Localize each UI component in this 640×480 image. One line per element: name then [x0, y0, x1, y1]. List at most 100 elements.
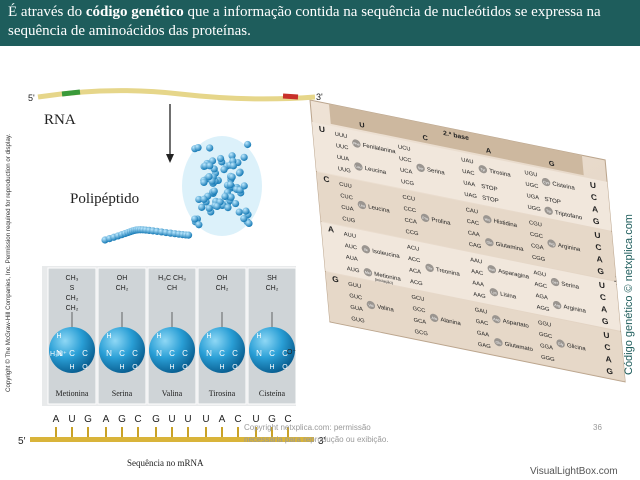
- bead: [245, 219, 253, 228]
- abbr: Ser: [418, 166, 425, 171]
- codon: GCC: [412, 306, 425, 314]
- codon: CAG: [469, 242, 483, 250]
- codon: CGC: [530, 232, 543, 240]
- atom: C: [269, 349, 275, 358]
- codon: GAG: [478, 342, 492, 350]
- abbr: Cys: [543, 180, 550, 185]
- codon-letter: C: [284, 414, 291, 425]
- bead: [228, 152, 236, 160]
- codon: UAA: [463, 180, 476, 188]
- atom: H: [256, 333, 261, 340]
- codon: ACU: [407, 244, 420, 252]
- abbr: Arg: [549, 242, 555, 247]
- mrna-three: 3′: [318, 436, 326, 447]
- abbr: Asn: [489, 267, 496, 272]
- arrow-head: [166, 154, 174, 163]
- abbr-badge: [485, 238, 494, 247]
- third-base: U: [589, 180, 596, 191]
- atom: H: [156, 333, 161, 340]
- codon: UCA: [400, 167, 413, 175]
- amino-acid-name: Tirosina: [209, 389, 236, 398]
- codon-letter: C: [134, 414, 141, 425]
- bead: [213, 202, 221, 211]
- codon-letter: A: [53, 414, 60, 425]
- amino-acid: Glutamato: [505, 342, 534, 354]
- atom: N: [206, 349, 212, 358]
- bead: [200, 178, 208, 187]
- copyright: Copyright © The McGraw-Hill Companies, I…: [5, 134, 12, 392]
- side-chain: CH₂: [66, 305, 79, 312]
- codon: CCU: [402, 194, 415, 202]
- abbr: Leu: [359, 203, 365, 208]
- abbr: Trp: [546, 209, 552, 214]
- bead: [200, 195, 208, 203]
- abbr-badge: [363, 268, 373, 277]
- codon: GAA: [477, 330, 490, 338]
- atom: C: [69, 349, 75, 358]
- abbr: Met: [365, 270, 371, 275]
- abbr: Ala: [431, 316, 438, 321]
- abbr: Leu: [355, 165, 361, 170]
- side-chain: CH₂: [66, 295, 79, 302]
- atom: H: [206, 333, 211, 340]
- atom: O: [132, 364, 138, 371]
- atom: N: [56, 349, 62, 358]
- header-text: que a informação contida na sequência de…: [8, 4, 601, 39]
- codon: AGG: [536, 305, 550, 313]
- bead: [240, 215, 248, 223]
- amino-acid: Valina: [377, 304, 395, 313]
- side-chain: CH₃: [66, 275, 79, 282]
- codon: CUU: [339, 182, 352, 190]
- codon: AGA: [535, 293, 548, 301]
- amino-acid: Treonina: [436, 267, 461, 278]
- atom: C: [132, 349, 138, 358]
- header-bold: código genético: [85, 4, 184, 20]
- amino-acid: Prolina: [431, 217, 451, 227]
- residue: [49, 327, 95, 373]
- atom: H: [269, 364, 274, 371]
- side-chain: OH: [217, 275, 228, 282]
- codon: GCG: [414, 329, 428, 338]
- atom: O: [82, 364, 88, 371]
- codon-letter: U: [202, 414, 209, 425]
- codon: CGU: [529, 220, 542, 228]
- c-terminal: O⁻: [287, 349, 296, 356]
- bead: [194, 143, 202, 152]
- codon: ACA: [409, 267, 422, 275]
- side-chain: SH: [267, 275, 277, 282]
- codon: UUA: [337, 155, 350, 163]
- amino-acid-name: Metionina: [56, 389, 89, 398]
- abbr: Pro: [422, 216, 428, 221]
- side-chain: H₃C CH₃: [158, 275, 186, 282]
- residue: [149, 327, 195, 373]
- codon: CAC: [467, 219, 480, 227]
- third-base: U: [594, 230, 601, 241]
- amino-acid: Lisina: [500, 292, 517, 301]
- abbr-badge: [354, 162, 363, 171]
- abbr: Gln: [486, 240, 492, 245]
- codon-letter: G: [268, 414, 276, 425]
- residue: [99, 327, 145, 373]
- abbr-badge: [556, 339, 565, 348]
- bead: [240, 182, 248, 190]
- codon-letter: C: [234, 414, 241, 425]
- side-credit: Código genético © netxplica.com: [623, 214, 635, 375]
- row-band: [325, 272, 626, 381]
- codon: GAU: [475, 307, 488, 315]
- atom: O: [232, 364, 238, 371]
- atom: H: [106, 333, 111, 340]
- codon-letter: G: [84, 414, 92, 425]
- amino-acid: STOP: [482, 195, 499, 204]
- note: (iniciação): [375, 277, 394, 286]
- codon: GUA: [350, 305, 363, 313]
- second-base: G: [548, 158, 555, 168]
- side-chain: CH: [167, 285, 177, 292]
- codon-table: 2.ª base1.ª base3.ª baseUCAGUUCAGUUUUUCP…: [309, 99, 626, 383]
- codon: CCC: [403, 206, 416, 214]
- atom: C: [182, 349, 188, 358]
- codon: CCG: [405, 229, 419, 237]
- codon-letter: U: [168, 414, 175, 425]
- atom: H: [119, 364, 124, 371]
- codon: GUG: [351, 316, 365, 325]
